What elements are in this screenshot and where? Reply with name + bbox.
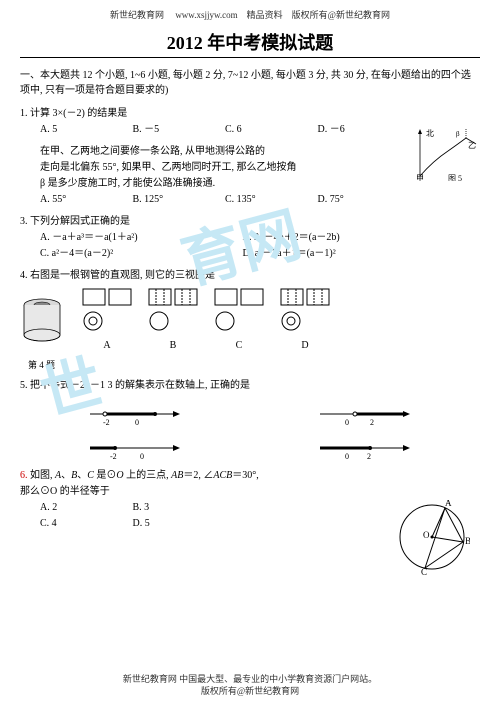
q2-a: A. 55° xyxy=(40,192,130,208)
q4-d-label: D xyxy=(280,338,330,354)
tag: 精品资料 xyxy=(247,10,283,20)
view-icon xyxy=(148,288,172,306)
svg-text:β: β xyxy=(456,130,460,138)
q3-c: C. a²－4＝(a－2)² xyxy=(40,246,240,262)
svg-text:-2: -2 xyxy=(110,452,117,461)
svg-text:B: B xyxy=(465,536,470,546)
q4-a-label: A xyxy=(82,338,132,354)
fig-label: 图 5 xyxy=(448,174,462,181)
north-label: 北 xyxy=(426,129,434,138)
q6-text2: 那么⊙O 的半径等于 xyxy=(20,484,480,500)
q4-option-b: B xyxy=(148,288,198,354)
numberline-c: -2 0 xyxy=(85,434,185,462)
svg-text:C: C xyxy=(421,567,427,575)
view-icon xyxy=(214,310,236,332)
numberline-a: -2 0 xyxy=(85,400,185,428)
q2-c: C. 135° xyxy=(225,192,315,208)
view-icon xyxy=(174,288,198,306)
q1-a: A. 5 xyxy=(40,122,130,138)
exam-title: 2012 年中考模拟试题 xyxy=(0,29,500,55)
svg-text:2: 2 xyxy=(370,418,374,427)
q5-text: 5. 把不等式－2x－1 3 的解集表示在数轴上, 正确的是 xyxy=(20,378,480,394)
cylinder-icon xyxy=(20,297,64,345)
view-icon xyxy=(280,288,304,306)
q2-diagram: 北 β 乙 甲 图 5 xyxy=(408,126,478,181)
q3-b: B. 2a－4b＋2＝(a－2b) xyxy=(243,230,340,246)
q1-text: 1. 计算 3×(－2) 的结果是 xyxy=(20,106,480,122)
copyright: 版权所有@新世纪教育网 xyxy=(292,10,390,20)
page-footer: 新世纪教育网 中国最大型、最专业的中小学教育资源门户网站。 版权所有@新世纪教育… xyxy=(0,673,500,698)
q4-option-d: D xyxy=(280,288,330,354)
q6-c: C. 4 xyxy=(40,516,130,532)
view-icon xyxy=(214,288,238,306)
q6-d: D. 5 xyxy=(133,516,223,532)
q4-fig-label: 第 4 题 xyxy=(28,358,480,372)
q6-b: B. 3 xyxy=(133,500,223,516)
q3-a: A. －a＋a³＝－a(1＋a²) xyxy=(40,230,240,246)
jia-label: 甲 xyxy=(416,174,424,181)
svg-text:0: 0 xyxy=(345,418,349,427)
view-icon xyxy=(148,310,170,332)
site-name: 新世纪教育网 xyxy=(110,10,164,20)
q2-d: D. 75° xyxy=(318,192,408,208)
question-4: 4. 右图是一根钢管的直观图, 则它的三视图是 A B C D 第 4 题 xyxy=(20,268,480,372)
view-icon xyxy=(82,310,104,332)
svg-text:O: O xyxy=(423,530,430,540)
title-divider xyxy=(20,57,480,58)
svg-text:2: 2 xyxy=(367,452,371,461)
q2-b: B. 125° xyxy=(133,192,223,208)
svg-text:0: 0 xyxy=(140,452,144,461)
site-url: www.xsjjyw.com xyxy=(175,10,237,20)
q6-diagram: A B C O xyxy=(395,500,470,575)
footer-l2: 版权所有@新世纪教育网 xyxy=(0,685,500,698)
content-area: 一、本大题共 12 个小题, 1~6 小题, 每小题 2 分, 7~12 小题,… xyxy=(0,68,500,532)
q4-b-label: B xyxy=(148,338,198,354)
svg-text:0: 0 xyxy=(135,418,139,427)
q6-a: A. 2 xyxy=(40,500,130,516)
q4-option-a: A xyxy=(82,288,132,354)
q4-c-label: C xyxy=(214,338,264,354)
q1-b: B. －5 xyxy=(133,122,223,138)
view-icon xyxy=(280,310,302,332)
q4-text: 4. 右图是一根钢管的直观图, 则它的三视图是 xyxy=(20,268,480,284)
view-icon xyxy=(240,288,264,306)
footer-l1: 新世纪教育网 中国最大型、最专业的中小学教育资源门户网站。 xyxy=(0,673,500,686)
q6-num: 6. xyxy=(20,470,28,481)
q3-text: 3. 下列分解因式正确的是 xyxy=(20,214,480,230)
q1-d: D. －6 xyxy=(318,122,408,138)
yi-label: 乙 xyxy=(468,141,476,150)
question-5: 5. 把不等式－2x－1 3 的解集表示在数轴上, 正确的是 -20 02 -2… xyxy=(20,378,480,462)
numberline-b: 02 xyxy=(315,400,415,428)
q4-option-c: C xyxy=(214,288,264,354)
question-3: 3. 下列分解因式正确的是 A. －a＋a³＝－a(1＋a²) B. 2a－4b… xyxy=(20,214,480,262)
q6-text: 如图, A、B、C 是⊙O 上的三点, AB＝2, ∠ACB＝30°, xyxy=(30,470,259,481)
svg-text:A: A xyxy=(445,500,452,508)
svg-text:0: 0 xyxy=(345,452,349,461)
page-header: 新世纪教育网 www.xsjjyw.com 精品资料 版权所有@新世纪教育网 xyxy=(0,0,500,25)
numberline-d: 02 xyxy=(315,434,415,462)
view-icon xyxy=(306,288,330,306)
view-icon xyxy=(82,288,106,306)
view-icon xyxy=(108,288,132,306)
q1-c: C. 6 xyxy=(225,122,315,138)
svg-text:-2: -2 xyxy=(103,418,110,427)
section-intro: 一、本大题共 12 个小题, 1~6 小题, 每小题 2 分, 7~12 小题,… xyxy=(20,68,480,98)
q3-d: D. a²－2a＋1＝(a－1)² xyxy=(243,246,336,262)
